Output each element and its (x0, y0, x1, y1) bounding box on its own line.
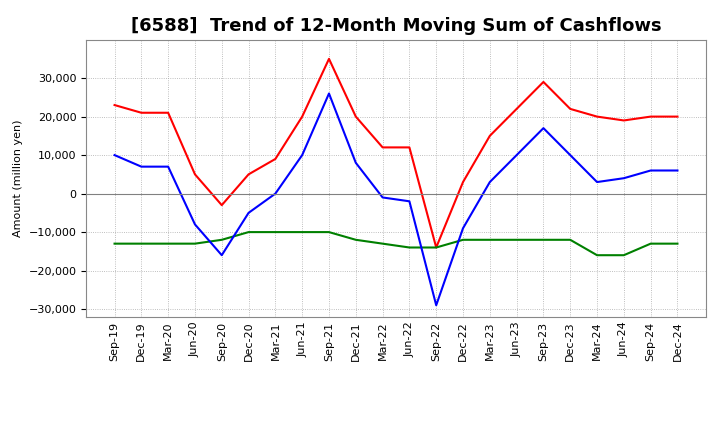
Investing Cashflow (432, 245, 441, 250)
Operating Cashflow (539, 79, 548, 84)
Investing Cashflow (191, 241, 199, 246)
Free Cashflow (164, 164, 173, 169)
Operating Cashflow (647, 114, 655, 119)
Operating Cashflow (217, 202, 226, 208)
Free Cashflow (593, 180, 601, 185)
Line: Free Cashflow: Free Cashflow (114, 93, 678, 305)
Free Cashflow (378, 195, 387, 200)
Investing Cashflow (378, 241, 387, 246)
Investing Cashflow (647, 241, 655, 246)
Investing Cashflow (351, 237, 360, 242)
Free Cashflow (673, 168, 682, 173)
Investing Cashflow (513, 237, 521, 242)
Operating Cashflow (298, 114, 307, 119)
Operating Cashflow (164, 110, 173, 115)
Operating Cashflow (351, 114, 360, 119)
Operating Cashflow (405, 145, 414, 150)
Investing Cashflow (593, 253, 601, 258)
Free Cashflow (485, 180, 494, 185)
Free Cashflow (432, 303, 441, 308)
Investing Cashflow (164, 241, 173, 246)
Operating Cashflow (673, 114, 682, 119)
Free Cashflow (110, 152, 119, 158)
Free Cashflow (459, 226, 467, 231)
Free Cashflow (351, 160, 360, 165)
Investing Cashflow (673, 241, 682, 246)
Operating Cashflow (110, 103, 119, 108)
Free Cashflow (647, 168, 655, 173)
Investing Cashflow (539, 237, 548, 242)
Free Cashflow (513, 152, 521, 158)
Operating Cashflow (432, 245, 441, 250)
Investing Cashflow (110, 241, 119, 246)
Operating Cashflow (593, 114, 601, 119)
Investing Cashflow (619, 253, 628, 258)
Operating Cashflow (566, 106, 575, 111)
Operating Cashflow (459, 180, 467, 185)
Free Cashflow (405, 198, 414, 204)
Operating Cashflow (619, 118, 628, 123)
Free Cashflow (244, 210, 253, 216)
Operating Cashflow (378, 145, 387, 150)
Free Cashflow (619, 176, 628, 181)
Operating Cashflow (244, 172, 253, 177)
Investing Cashflow (459, 237, 467, 242)
Free Cashflow (137, 164, 145, 169)
Investing Cashflow (298, 229, 307, 235)
Operating Cashflow (137, 110, 145, 115)
Investing Cashflow (217, 237, 226, 242)
Investing Cashflow (566, 237, 575, 242)
Operating Cashflow (513, 106, 521, 111)
Investing Cashflow (271, 229, 279, 235)
Free Cashflow (271, 191, 279, 196)
Free Cashflow (298, 152, 307, 158)
Line: Operating Cashflow: Operating Cashflow (114, 59, 678, 247)
Free Cashflow (539, 125, 548, 131)
Free Cashflow (191, 222, 199, 227)
Investing Cashflow (485, 237, 494, 242)
Operating Cashflow (191, 172, 199, 177)
Investing Cashflow (325, 229, 333, 235)
Operating Cashflow (485, 133, 494, 139)
Free Cashflow (566, 152, 575, 158)
Operating Cashflow (325, 56, 333, 62)
Title: [6588]  Trend of 12-Month Moving Sum of Cashflows: [6588] Trend of 12-Month Moving Sum of C… (131, 17, 661, 35)
Investing Cashflow (405, 245, 414, 250)
Investing Cashflow (244, 229, 253, 235)
Free Cashflow (217, 253, 226, 258)
Line: Investing Cashflow: Investing Cashflow (114, 232, 678, 255)
Free Cashflow (325, 91, 333, 96)
Operating Cashflow (271, 156, 279, 161)
Investing Cashflow (137, 241, 145, 246)
Y-axis label: Amount (million yen): Amount (million yen) (13, 119, 23, 237)
